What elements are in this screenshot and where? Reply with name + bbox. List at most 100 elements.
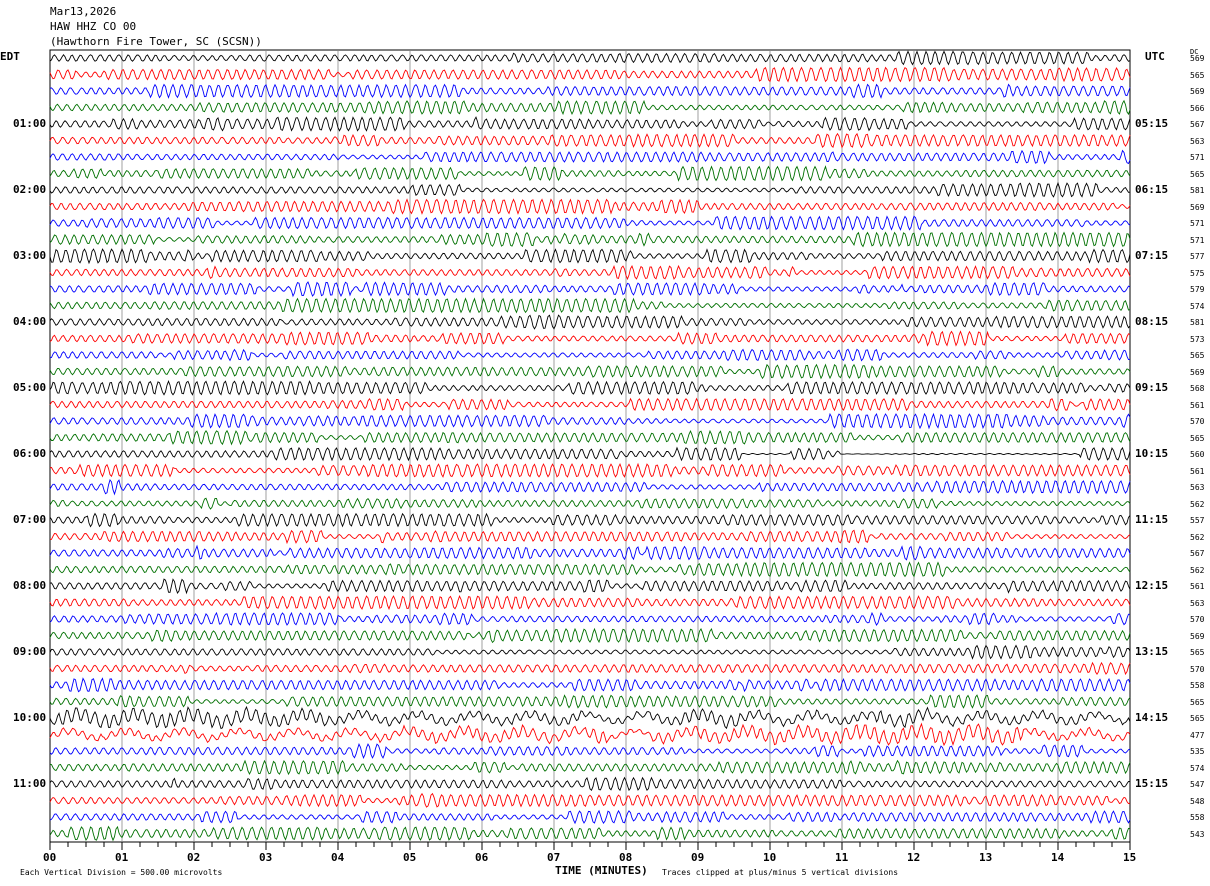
edt-hour-label: 08:00 [13,579,47,592]
edt-hour-label: 11:00 [13,777,47,790]
seismic-trace [49,694,1131,709]
seismic-trace [49,149,1131,165]
dc-offset-label: 571 [1190,235,1205,245]
x-tick-label: 04 [331,851,345,864]
seismic-trace [49,380,1131,396]
seismic-trace [49,497,1131,510]
seismic-trace [49,83,1131,99]
dc-offset-label: 577 [1190,252,1205,261]
seismic-trace [49,446,1131,462]
x-tick-label: 06 [475,851,489,864]
dc-offset-label: 563 [1190,598,1205,608]
utc-hour-label: 10:15 [1135,447,1169,460]
clip-note: Traces clipped at plus/minus 5 vertical … [662,868,899,877]
seismic-trace [49,661,1131,676]
dc-offset-label: 574 [1190,301,1205,311]
dc-offset-label: 558 [1190,813,1205,822]
dc-offset-label: 560 [1190,450,1205,459]
utc-hour-label: 06:15 [1135,183,1169,196]
seismic-trace [49,776,1131,792]
utc-hour-label: 14:15 [1135,711,1169,724]
x-tick-label: 10 [763,851,777,864]
seismic-trace [49,165,1131,182]
x-tick-label: 00 [43,851,57,864]
utc-hour-label: 11:15 [1135,513,1169,526]
x-tick-label: 03 [259,851,273,864]
edt-hour-label: 10:00 [13,711,47,724]
utc-hour-label: 07:15 [1135,249,1169,262]
seismic-trace [49,348,1130,362]
seismic-trace [49,50,1131,66]
dc-offset-label: 568 [1190,384,1205,393]
utc-hour-label: 08:15 [1135,315,1169,328]
utc-hour-label: 13:15 [1135,645,1169,658]
dc-offset-label: 561 [1190,466,1205,476]
dc-offset-label: 565 [1190,648,1205,657]
dc-offset-label: 565 [1190,697,1205,707]
seismic-trace [49,722,1131,747]
seismic-trace [49,627,1131,644]
seismic-trace [49,281,1131,298]
dc-offset-label: 543 [1190,829,1205,839]
plot-frame [49,49,1131,843]
x-tick-label: 05 [403,851,417,864]
seismic-trace [49,330,1131,347]
x-tick-label: 13 [979,851,993,864]
dc-offset-label: 562 [1190,532,1205,542]
dc-offset-label: 557 [1190,516,1205,525]
seismic-trace [49,578,1131,595]
dc-header: DC [1190,48,1199,56]
dc-offset-label: 562 [1190,499,1205,509]
dc-offset-label: 573 [1190,334,1205,344]
x-tick-label: 11 [835,851,849,864]
seismic-trace [49,544,1131,561]
seismic-trace [49,462,1131,478]
dc-offset-label: 570 [1190,664,1205,674]
seismic-trace [49,231,1131,248]
seismic-trace [49,429,1131,446]
utc-hour-label: 05:15 [1135,117,1169,130]
dc-offset-label: 535 [1190,747,1205,756]
dc-offset-label: 567 [1190,549,1205,558]
dc-offset-label: 563 [1190,136,1205,146]
seismic-trace [49,809,1131,825]
edt-hour-label: 04:00 [13,315,47,328]
date-label: Mar13,2026 [50,5,117,18]
seismic-trace [49,742,1131,760]
seismic-trace [49,595,1131,611]
x-tick-label: 08 [619,851,633,864]
seismic-trace [49,611,1131,627]
utc-hour-label: 15:15 [1135,777,1169,790]
seismic-trace [49,116,1131,132]
seismic-trace [49,248,1131,265]
dc-offset-label: 571 [1190,219,1205,228]
dc-offset-label: 579 [1190,285,1205,294]
x-tick-label: 02 [187,851,201,864]
edt-hour-label: 05:00 [13,381,47,394]
utc-hour-label: 09:15 [1135,381,1169,394]
x-tick-label: 07 [547,851,561,864]
seismic-trace [49,705,1131,730]
dc-offset-label: 569 [1190,54,1205,63]
seismic-trace [49,644,1131,660]
dc-offset-label: 477 [1190,730,1205,740]
dc-offset-label: 565 [1190,351,1205,360]
dc-offset-label: 561 [1190,400,1205,410]
x-tick-label: 01 [115,851,129,864]
dc-offset-label: 569 [1190,631,1205,641]
edt-hour-label: 02:00 [13,183,47,196]
x-axis-label: TIME (MINUTES) [555,864,648,877]
seismic-trace [49,132,1131,149]
dc-offset-label: 581 [1190,186,1205,195]
seismic-trace [49,314,1131,330]
dc-offset-label: 561 [1190,582,1205,591]
seismic-trace [49,412,1131,430]
seismic-trace [49,264,1131,281]
dc-offset-label: 569 [1190,87,1205,96]
scale-note: Each Vertical Division = 500.00 microvol… [20,868,223,877]
dc-offset-label: 581 [1190,318,1205,327]
utc-label: UTC [1145,50,1165,63]
dc-offset-label: 565 [1190,714,1205,723]
